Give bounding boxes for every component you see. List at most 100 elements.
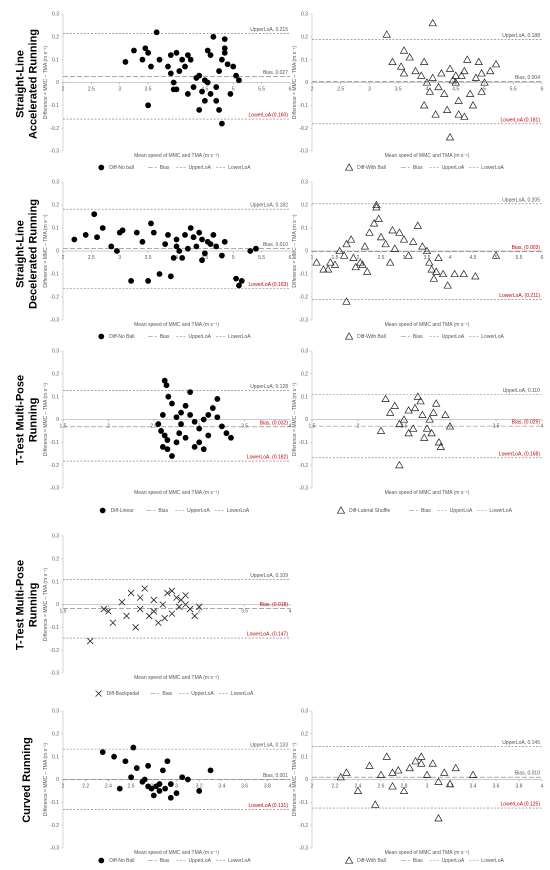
data-point — [214, 414, 221, 421]
legend-label: Diff-With Ball — [357, 334, 386, 340]
data-point — [491, 59, 501, 68]
x-tick-label: 2 — [311, 87, 314, 93]
data-point — [150, 596, 158, 604]
data-point — [394, 766, 403, 774]
data-point — [445, 64, 455, 72]
y-tick-label: 0 — [56, 777, 59, 783]
y-tick-label: -0.3 — [299, 486, 308, 492]
x-axis-title: Mean speed of MMC and TMA (m s⁻¹) — [134, 490, 219, 496]
data-point — [162, 241, 169, 248]
data-point — [434, 777, 443, 785]
y-tick-label: -0.1 — [299, 103, 308, 109]
x-tick-label: 1.5 — [309, 424, 316, 430]
lower-loa-label: LowerLoA (0.125) — [501, 802, 541, 808]
legend-item-3: UpperLoA — [429, 334, 465, 340]
data-point — [253, 245, 259, 252]
legend-item-1: Diff-Backpedal — [95, 690, 139, 697]
data-point — [388, 768, 397, 776]
x-tick-label: 2.5 — [88, 87, 95, 93]
data-point — [145, 762, 152, 769]
upper-loa-label: UpperLoA, 0.109 — [250, 573, 288, 579]
data-point — [425, 258, 434, 266]
legend-label: LowerLoA — [481, 334, 504, 340]
y-tick-label: 0.3 — [52, 349, 59, 355]
data-points — [312, 200, 501, 305]
data-point — [353, 786, 363, 794]
data-point — [468, 101, 478, 109]
x-tick-label: 2 — [357, 424, 360, 430]
data-point — [395, 228, 404, 236]
data-point — [98, 333, 105, 340]
data-point — [100, 605, 108, 613]
y-tick-label: 0.1 — [52, 579, 59, 585]
row-label-line: Running — [28, 583, 40, 628]
data-point — [428, 73, 437, 81]
y-tick-label: -0.1 — [50, 440, 59, 446]
data-point — [207, 241, 214, 248]
x-tick-label: 2.4 — [105, 784, 112, 790]
legend-label: LowerLoA — [481, 165, 504, 171]
data-point — [399, 786, 409, 794]
chart-panel-8: 0.30.20.10-0.1-0.2-0.322.22.42.62.833.23… — [43, 709, 292, 864]
data-point — [216, 107, 222, 113]
data-point — [219, 120, 225, 127]
bias-label: Bias, (0.032) — [260, 420, 289, 426]
data-point — [221, 36, 228, 43]
data-point — [201, 250, 208, 257]
data-point — [169, 400, 175, 407]
data-point — [167, 52, 174, 58]
data-point — [210, 232, 217, 238]
data-point — [204, 47, 211, 54]
chart-panel-5: 0.30.20.10-0.1-0.2-0.31.522.533.54UpperL… — [43, 349, 292, 514]
y-tick-label: 0 — [305, 417, 308, 423]
y-tick-label: 0.1 — [301, 394, 308, 400]
data-point — [165, 393, 172, 400]
x-tick-label: 2.2 — [332, 784, 339, 790]
data-point — [471, 73, 481, 81]
y-tick-label: -0.2 — [50, 648, 59, 654]
data-point — [219, 252, 225, 259]
data-point — [463, 55, 472, 63]
y-tick-label: -0.2 — [299, 126, 308, 132]
data-point — [385, 408, 395, 416]
data-point — [167, 70, 174, 77]
data-point — [116, 785, 123, 792]
legend-item-3: UpperLoA — [179, 691, 214, 697]
data-point — [441, 410, 450, 418]
data-point — [178, 421, 184, 427]
legend-item-3: UpperLoA — [176, 334, 212, 340]
data-point — [159, 601, 167, 608]
data-point — [207, 767, 214, 774]
data-point — [205, 412, 212, 418]
legend: Diff-With Ball Bias UpperLoA LowerLoA — [344, 163, 504, 171]
data-point — [221, 49, 228, 56]
x-tick-label: 4 — [289, 784, 292, 790]
data-point — [228, 434, 234, 441]
data-point — [399, 415, 409, 423]
data-point — [161, 377, 168, 384]
legend-item-3: UpperLoA — [176, 165, 212, 171]
data-point — [346, 235, 356, 243]
y-tick-label: 0 — [305, 80, 308, 86]
row-label-line: Running — [28, 398, 40, 443]
data-point — [365, 228, 374, 236]
data-point — [207, 52, 214, 58]
data-point — [139, 56, 146, 63]
legend-label: Diff-With Ball — [357, 165, 386, 171]
legend-label: Diff-Linear — [111, 508, 134, 514]
x-tick-label: 4 — [541, 424, 544, 430]
data-point — [105, 608, 112, 615]
data-point — [404, 406, 413, 414]
upper-loa-label: UpperLoA, 0.205 — [502, 197, 540, 203]
data-point — [182, 601, 189, 608]
data-point — [431, 267, 441, 275]
chart-panel-3: 0.3 0.2 0.1 0 -0.1 -0.2 -0.3 2 2.5 3 3.5 4 4.5 5 5.5 6 U… — [43, 180, 292, 340]
x-tick-label: 3 — [198, 609, 201, 615]
x-tick-label: 3 — [426, 784, 429, 790]
x-tick-label: 4 — [426, 87, 429, 93]
x-tick-label: 1.5 — [332, 255, 339, 261]
x-tick-label: 3 — [118, 255, 121, 261]
data-point — [219, 56, 225, 63]
data-point — [417, 71, 426, 79]
upper-loa-label: UpperLoA, 0.133 — [250, 743, 288, 749]
